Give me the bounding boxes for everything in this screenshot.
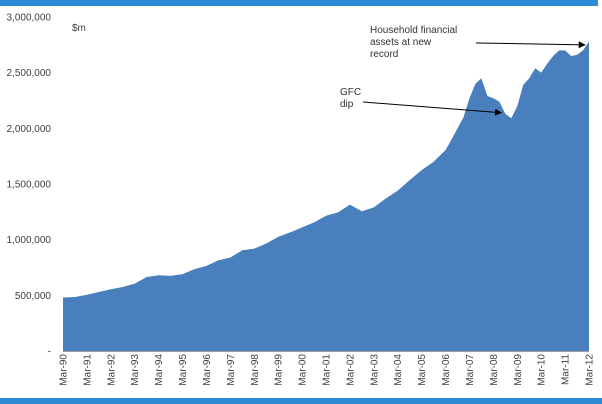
y-axis-unit-label: $m [72,23,86,34]
x-tick-label: Mar-10 [537,354,548,386]
x-tick-label: Mar-98 [250,354,261,386]
annotation-label: GFC dip [340,87,361,110]
x-tick-label: Mar-99 [274,354,285,386]
series-area [63,41,589,352]
x-tick-label: Mar-12 [585,354,596,386]
x-tick-label: Mar-07 [465,354,476,386]
x-tick-label: Mar-90 [59,354,70,386]
x-tick-label: Mar-08 [489,354,500,386]
x-tick-label: Mar-95 [178,354,189,386]
y-tick-label: 3,000,000 [7,13,52,24]
x-tick-label: Mar-11 [561,354,572,385]
annotation-arrow [362,101,503,116]
x-tick-label: Mar-09 [513,354,524,386]
x-tick-label: Mar-97 [226,354,237,386]
annotation-arrow [475,41,586,49]
y-tick-label: - [48,347,51,358]
y-tick-label: 2,500,000 [7,68,52,79]
top-border [0,0,602,6]
right-margin [598,0,602,404]
x-tick-label: Mar-93 [130,354,141,386]
x-tick-label: Mar-06 [441,354,452,386]
x-tick-label: Mar-94 [154,354,165,386]
x-tick-label: Mar-01 [322,354,333,386]
annotation-label: Household financial assets at new record [370,25,457,60]
bottom-border [0,398,602,404]
x-tick-label: Mar-91 [82,354,93,386]
x-tick-label: Mar-05 [417,354,428,386]
y-tick-label: 1,000,000 [7,235,52,246]
y-tick-label: 2,000,000 [7,124,52,135]
x-tick-label: Mar-02 [345,354,356,386]
y-tick-label: 500,000 [15,291,52,302]
x-tick-label: Mar-92 [106,354,117,386]
x-tick-label: Mar-00 [298,354,309,386]
y-tick-label: 1,500,000 [7,180,52,191]
x-tick-label: Mar-03 [369,354,380,386]
x-tick-label: Mar-96 [202,354,213,386]
x-tick-label: Mar-04 [393,354,404,386]
